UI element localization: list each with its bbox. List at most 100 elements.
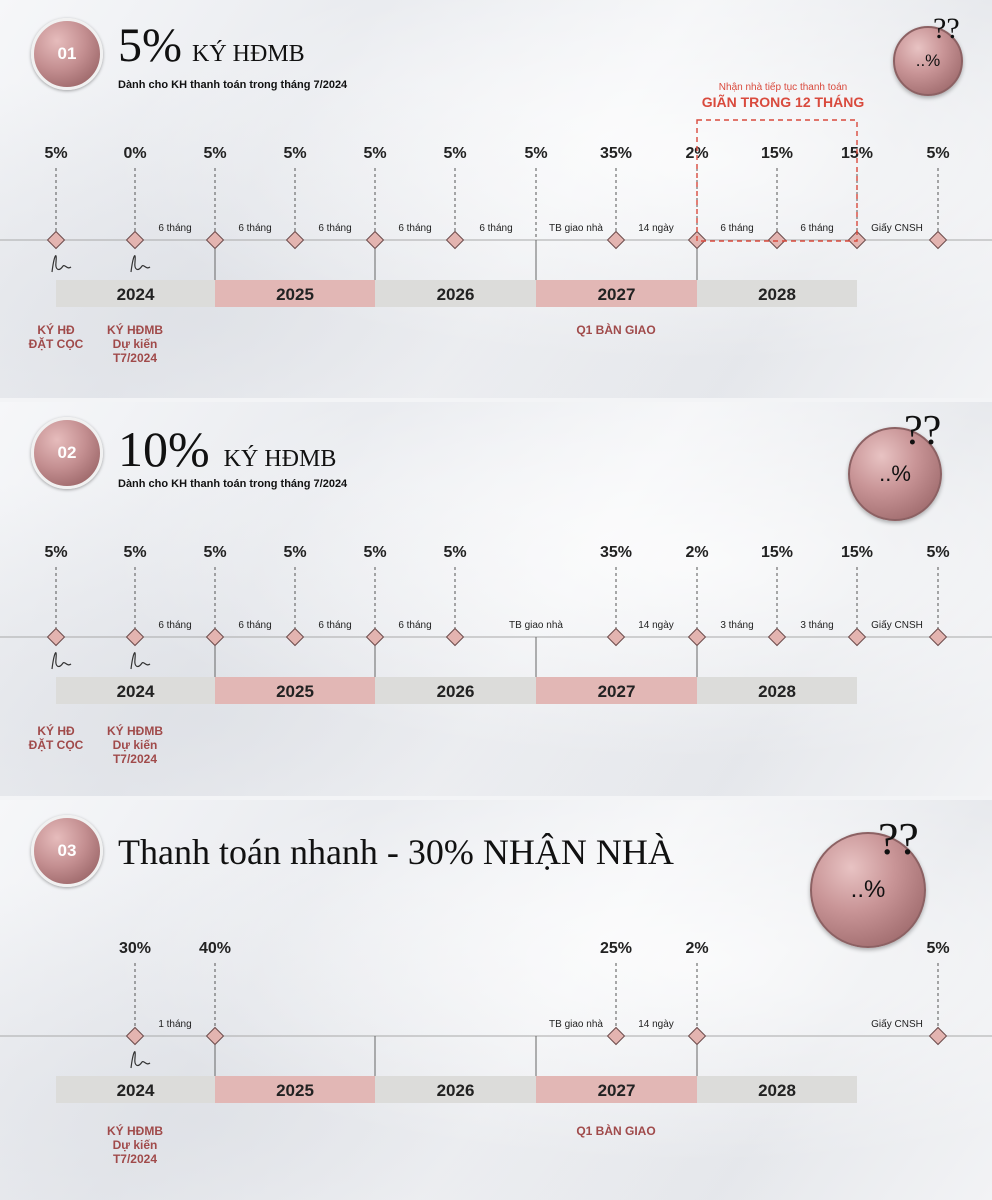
highlight-box [696, 119, 858, 242]
plan-title: 5% KÝ HĐMB [118, 22, 305, 70]
payment-percent: 35% [600, 544, 632, 561]
interval-label: 14 ngày [638, 1019, 674, 1030]
interval-label: 14 ngày [638, 223, 674, 234]
milestone-marker [205, 627, 225, 647]
plan-subtitle: Dành cho KH thanh toán trong tháng 7/202… [118, 478, 348, 490]
year-label: 2025 [276, 682, 314, 701]
interval-label: 3 tháng [720, 620, 753, 631]
milestone-label: ĐẶT CỌC [29, 336, 84, 351]
milestone-marker [928, 627, 948, 647]
percent-placeholder: ..% [850, 876, 886, 903]
milestone-label: KÝ HĐ [37, 723, 75, 738]
year-bar [215, 1076, 375, 1103]
payment-percent: 15% [841, 544, 873, 561]
milestone-label: Dự kiến [113, 1138, 158, 1152]
year-label: 2028 [758, 285, 796, 304]
milestone-marker [46, 627, 66, 647]
signature-icon [130, 255, 151, 273]
year-bar [56, 677, 215, 704]
year-label: 2027 [598, 1081, 636, 1100]
interval-label: TB giao nhà [509, 620, 563, 631]
year-label: 2026 [437, 285, 475, 304]
title-text: KÝ HĐMB [223, 446, 337, 472]
year-bar [215, 677, 375, 704]
year-bar [375, 677, 536, 704]
milestone-marker [365, 627, 385, 647]
payment-percent: 5% [123, 544, 146, 561]
step-badge: 02 [31, 417, 103, 489]
payment-percent: 5% [203, 544, 226, 561]
interval-label: 6 tháng [479, 223, 512, 234]
interval-label: 6 tháng [238, 620, 271, 631]
year-bar [697, 677, 857, 704]
plan-title: 10% KÝ HĐMB [118, 424, 336, 474]
milestone-label: T7/2024 [113, 351, 157, 365]
panel-1: 01 5% KÝ HĐMB Dành cho KH thanh toán tro… [0, 0, 992, 398]
milestone-marker [687, 1026, 707, 1046]
title-percent: 5% [118, 19, 182, 72]
title-text: KÝ HĐMB [191, 41, 305, 67]
interval-label: 6 tháng [398, 223, 431, 234]
milestone-marker [46, 230, 66, 250]
payment-percent: 2% [685, 145, 708, 162]
question-marks: ?? [904, 408, 942, 454]
milestone-marker [687, 627, 707, 647]
payment-percent: 5% [926, 940, 949, 957]
interval-label: 6 tháng [800, 223, 833, 234]
year-label: 2024 [117, 1081, 155, 1100]
milestone-label: Q1 BÀN GIAO [576, 1123, 655, 1138]
panel-2: 02 10% KÝ HĐMB Dành cho KH thanh toán tr… [0, 402, 992, 796]
payment-percent: 15% [761, 145, 793, 162]
year-bar [536, 1076, 697, 1103]
payment-percent: 0% [123, 145, 146, 162]
percent-placeholder: ..% [879, 461, 911, 486]
milestone-label: KÝ HĐ [37, 322, 75, 337]
milestone-marker [445, 627, 465, 647]
year-label: 2025 [276, 1081, 314, 1100]
payment-percent: 2% [685, 544, 708, 561]
year-label: 2024 [117, 682, 155, 701]
interval-label: 6 tháng [158, 620, 191, 631]
plan-title: Thanh toán nhanh - 30% NHẬN NHÀ [118, 832, 674, 872]
payment-percent: 5% [443, 544, 466, 561]
payment-percent: 5% [524, 145, 547, 162]
milestone-label: KÝ HĐMB [107, 322, 163, 337]
milestone-marker [767, 230, 787, 250]
milestone-marker [125, 627, 145, 647]
note-line: Nhận nhà tiếp tục thanh toán [719, 81, 847, 93]
year-bar [536, 677, 697, 704]
signature-icon [51, 255, 72, 273]
payment-percent: 15% [761, 544, 793, 561]
interval-label: 6 tháng [398, 620, 431, 631]
signature-icon [51, 652, 72, 670]
milestone-marker [365, 230, 385, 250]
payment-percent: 5% [203, 145, 226, 162]
payment-percent: 5% [283, 145, 306, 162]
percent-circle: ..% [848, 427, 942, 521]
milestone-marker [928, 230, 948, 250]
interval-label: Giấy CNSH [871, 619, 923, 631]
year-bar [56, 280, 215, 307]
year-bar [375, 1076, 536, 1103]
milestone-marker [606, 230, 626, 250]
milestone-marker [928, 1026, 948, 1046]
title-percent: 10% [118, 421, 210, 477]
payment-percent: 25% [600, 940, 632, 957]
milestone-label: KÝ HĐMB [107, 723, 163, 738]
interval-label: Giấy CNSH [871, 222, 923, 234]
milestone-marker [767, 627, 787, 647]
payment-percent: 5% [443, 145, 466, 162]
interval-label: Giấy CNSH [871, 1018, 923, 1030]
year-bar [215, 280, 375, 307]
timeline-3: 2024 2025 2026 2027 2028 30% 40% 25% 2% 5% 1 tháng… [0, 940, 992, 1166]
milestone-marker [847, 627, 867, 647]
question-marks: ?? [878, 813, 919, 864]
year-bar [536, 280, 697, 307]
interval-label: 3 tháng [800, 620, 833, 631]
payment-percent: 5% [283, 544, 306, 561]
year-label: 2028 [758, 1081, 796, 1100]
interval-label: 6 tháng [158, 223, 191, 234]
year-label: 2027 [598, 682, 636, 701]
payment-percent: 30% [119, 940, 151, 957]
year-label: 2027 [598, 285, 636, 304]
